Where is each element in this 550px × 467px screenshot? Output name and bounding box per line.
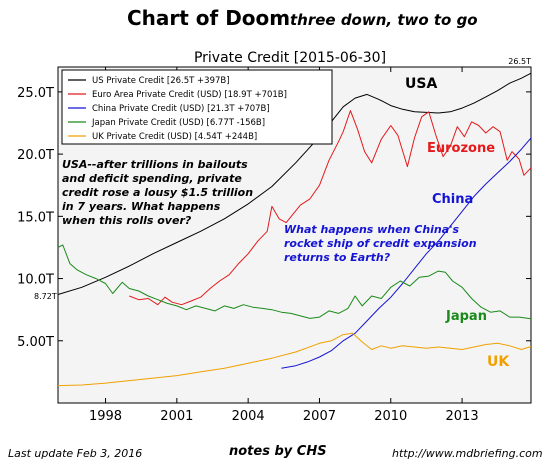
legend-label-euro: Euro Area Private Credit (USD) [18.9T +7…	[92, 90, 287, 100]
legend-label-japan: Japan Private Credit (USD) [6.77T -156B]	[91, 118, 265, 128]
series-line-japan	[57, 244, 532, 320]
annotation-note-usa-line: when this rolls over?	[62, 214, 192, 227]
x-tick-label: 2001	[160, 409, 193, 424]
x-tick-label: 2007	[303, 409, 336, 424]
annotation-note-china-line: returns to Earth?	[284, 251, 391, 264]
annotation-china: China	[432, 192, 473, 207]
legend-label-china: China Private Credit (USD) [21.3T +707B]	[92, 104, 270, 114]
annotation-note-usa-line: USA--after trillions in bailouts	[62, 158, 248, 171]
header: Chart of Doom three down, two to go	[0, 6, 550, 36]
x-tick-label: 2013	[446, 409, 479, 424]
last-update-note: Last update Feb 3, 2016	[8, 447, 143, 460]
annotation-euro: Eurozone	[427, 141, 495, 156]
annotation-usa: USA	[405, 76, 437, 92]
source-url: http://www.mdbriefing.com	[392, 447, 543, 460]
annotation-note-china-line: rocket ship of credit expansion	[284, 237, 477, 250]
y-tick-label: 5.00T	[17, 335, 54, 350]
y-tick-label: 10.0T	[17, 273, 54, 288]
series-line-uk	[57, 332, 532, 387]
x-tick-label: 1998	[89, 409, 122, 424]
y-tick-label: 15.0T	[17, 210, 54, 225]
x-tick-label: 2010	[374, 409, 407, 424]
y-tick-label: 25.0T	[17, 86, 54, 101]
annotation-japan: Japan	[445, 309, 487, 324]
series-line-usa	[57, 72, 532, 295]
annotation-note-usa-line: and deficit spending, private	[62, 172, 242, 185]
page-title: Chart of Doom	[127, 6, 291, 30]
series-line-china	[281, 137, 532, 369]
legend-label-usa: US Private Credit [26.5T +397B]	[92, 76, 230, 86]
annotation-note-usa-line: in 7 years. What happens	[62, 200, 221, 213]
x-tick-label: 2004	[232, 409, 265, 424]
edge-label-right-top: 26.5T	[508, 57, 531, 66]
notes-credit: notes by CHS	[229, 444, 327, 459]
series-line-euro	[129, 110, 532, 306]
page-subtitle: three down, two to go	[290, 11, 478, 29]
annotation-note-usa-line: credit rose a lousy $1.5 trillion	[62, 186, 253, 199]
edge-label-left: 8.72T	[34, 292, 57, 301]
legend-label-uk: UK Private Credit (USD) [4.54T +244B]	[92, 132, 257, 142]
legend-box	[61, 69, 333, 145]
annotation-note-china-line: What happens when China's	[284, 223, 460, 236]
annotation-uk: UK	[487, 354, 510, 370]
chart-title: Private Credit [2015-06-30]	[194, 50, 386, 66]
y-tick-label: 20.0T	[17, 148, 54, 163]
